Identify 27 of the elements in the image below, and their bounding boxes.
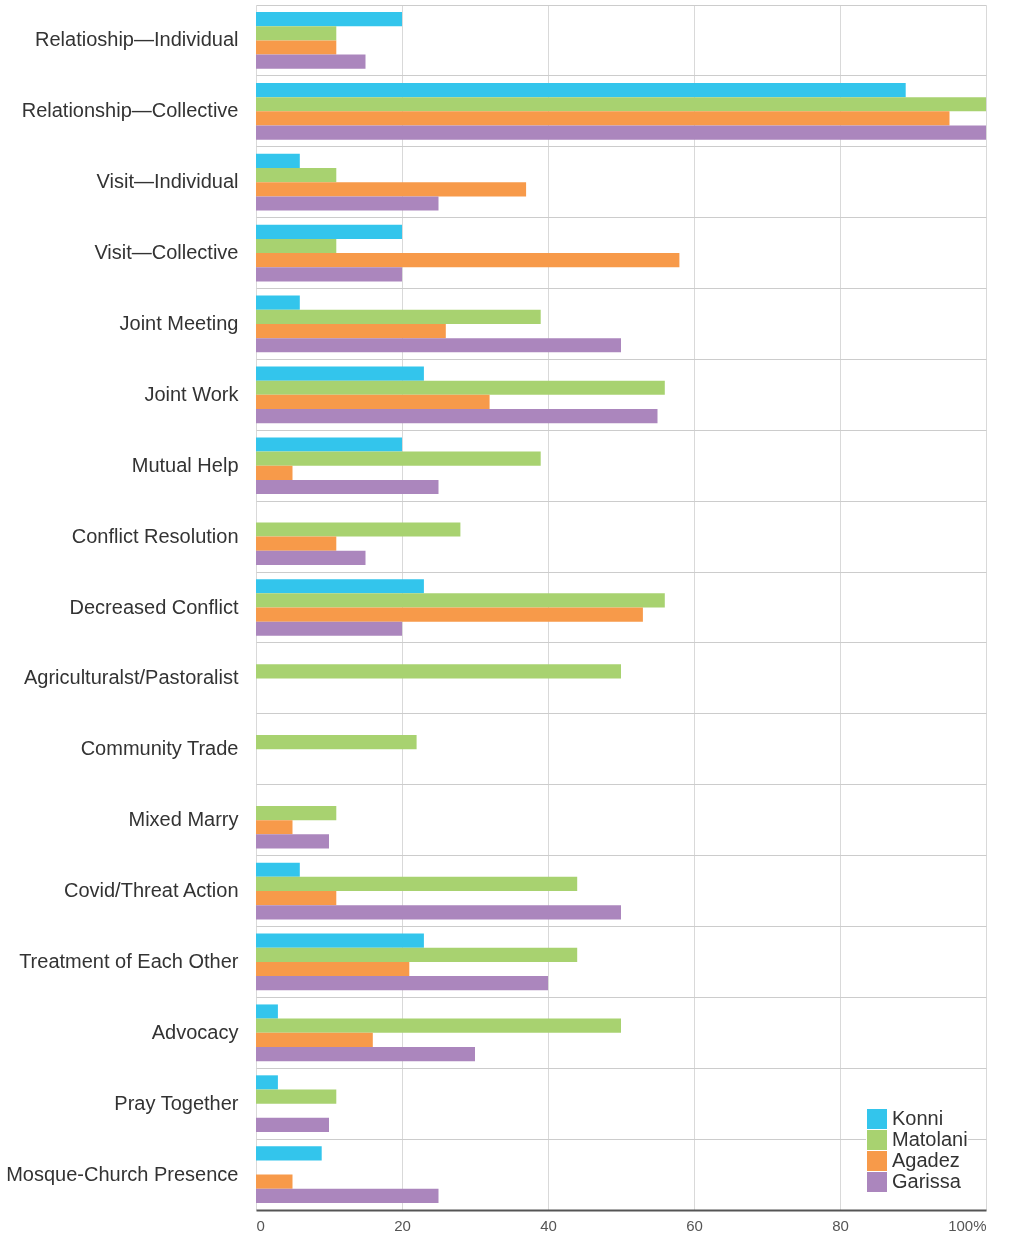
x-tick-label: 20 <box>394 1216 411 1234</box>
y-tick-label: Joint Meeting <box>119 311 239 334</box>
legend-label: Matolani <box>892 1128 968 1150</box>
y-tick-label: Joint Work <box>144 382 240 405</box>
y-tick-label: Mutual Help <box>131 453 239 476</box>
y-tick-label: Treatment of Each Other <box>19 949 239 972</box>
legend-label: Agadez <box>892 1149 960 1171</box>
x-tick-label: 80 <box>832 1216 849 1234</box>
y-tick-label: Advocacy <box>151 1020 239 1043</box>
y-tick-label: Visit—Collective <box>94 241 239 264</box>
y-tick-label: Conflict Resolution <box>71 524 239 547</box>
y-tick-label: Agriculturalst/Pastoralist <box>23 666 239 689</box>
x-tick-label: 60 <box>686 1216 703 1234</box>
legend-label: Konni <box>892 1107 944 1129</box>
y-tick-label: Community Trade <box>80 737 239 760</box>
y-tick-label: Covid/Threat Action <box>63 879 239 902</box>
y-tick-label: Relationship—Collective <box>21 99 239 122</box>
y-tick-label: Mixed Marry <box>128 808 239 831</box>
legend-label: Garissa <box>892 1170 962 1192</box>
y-tick-label: Visit—Individual <box>96 170 239 193</box>
x-tick-label: 100% <box>948 1216 987 1234</box>
x-tick-label: 0 <box>256 1216 265 1234</box>
y-tick-label: Mosque-Church Presence <box>6 1162 239 1185</box>
y-tick-label: Relatioship—Individual <box>35 28 239 51</box>
y-tick-label: Decreased Conflict <box>69 595 239 618</box>
x-tick-label: 40 <box>540 1216 557 1234</box>
y-tick-label: Pray Together <box>114 1091 239 1114</box>
